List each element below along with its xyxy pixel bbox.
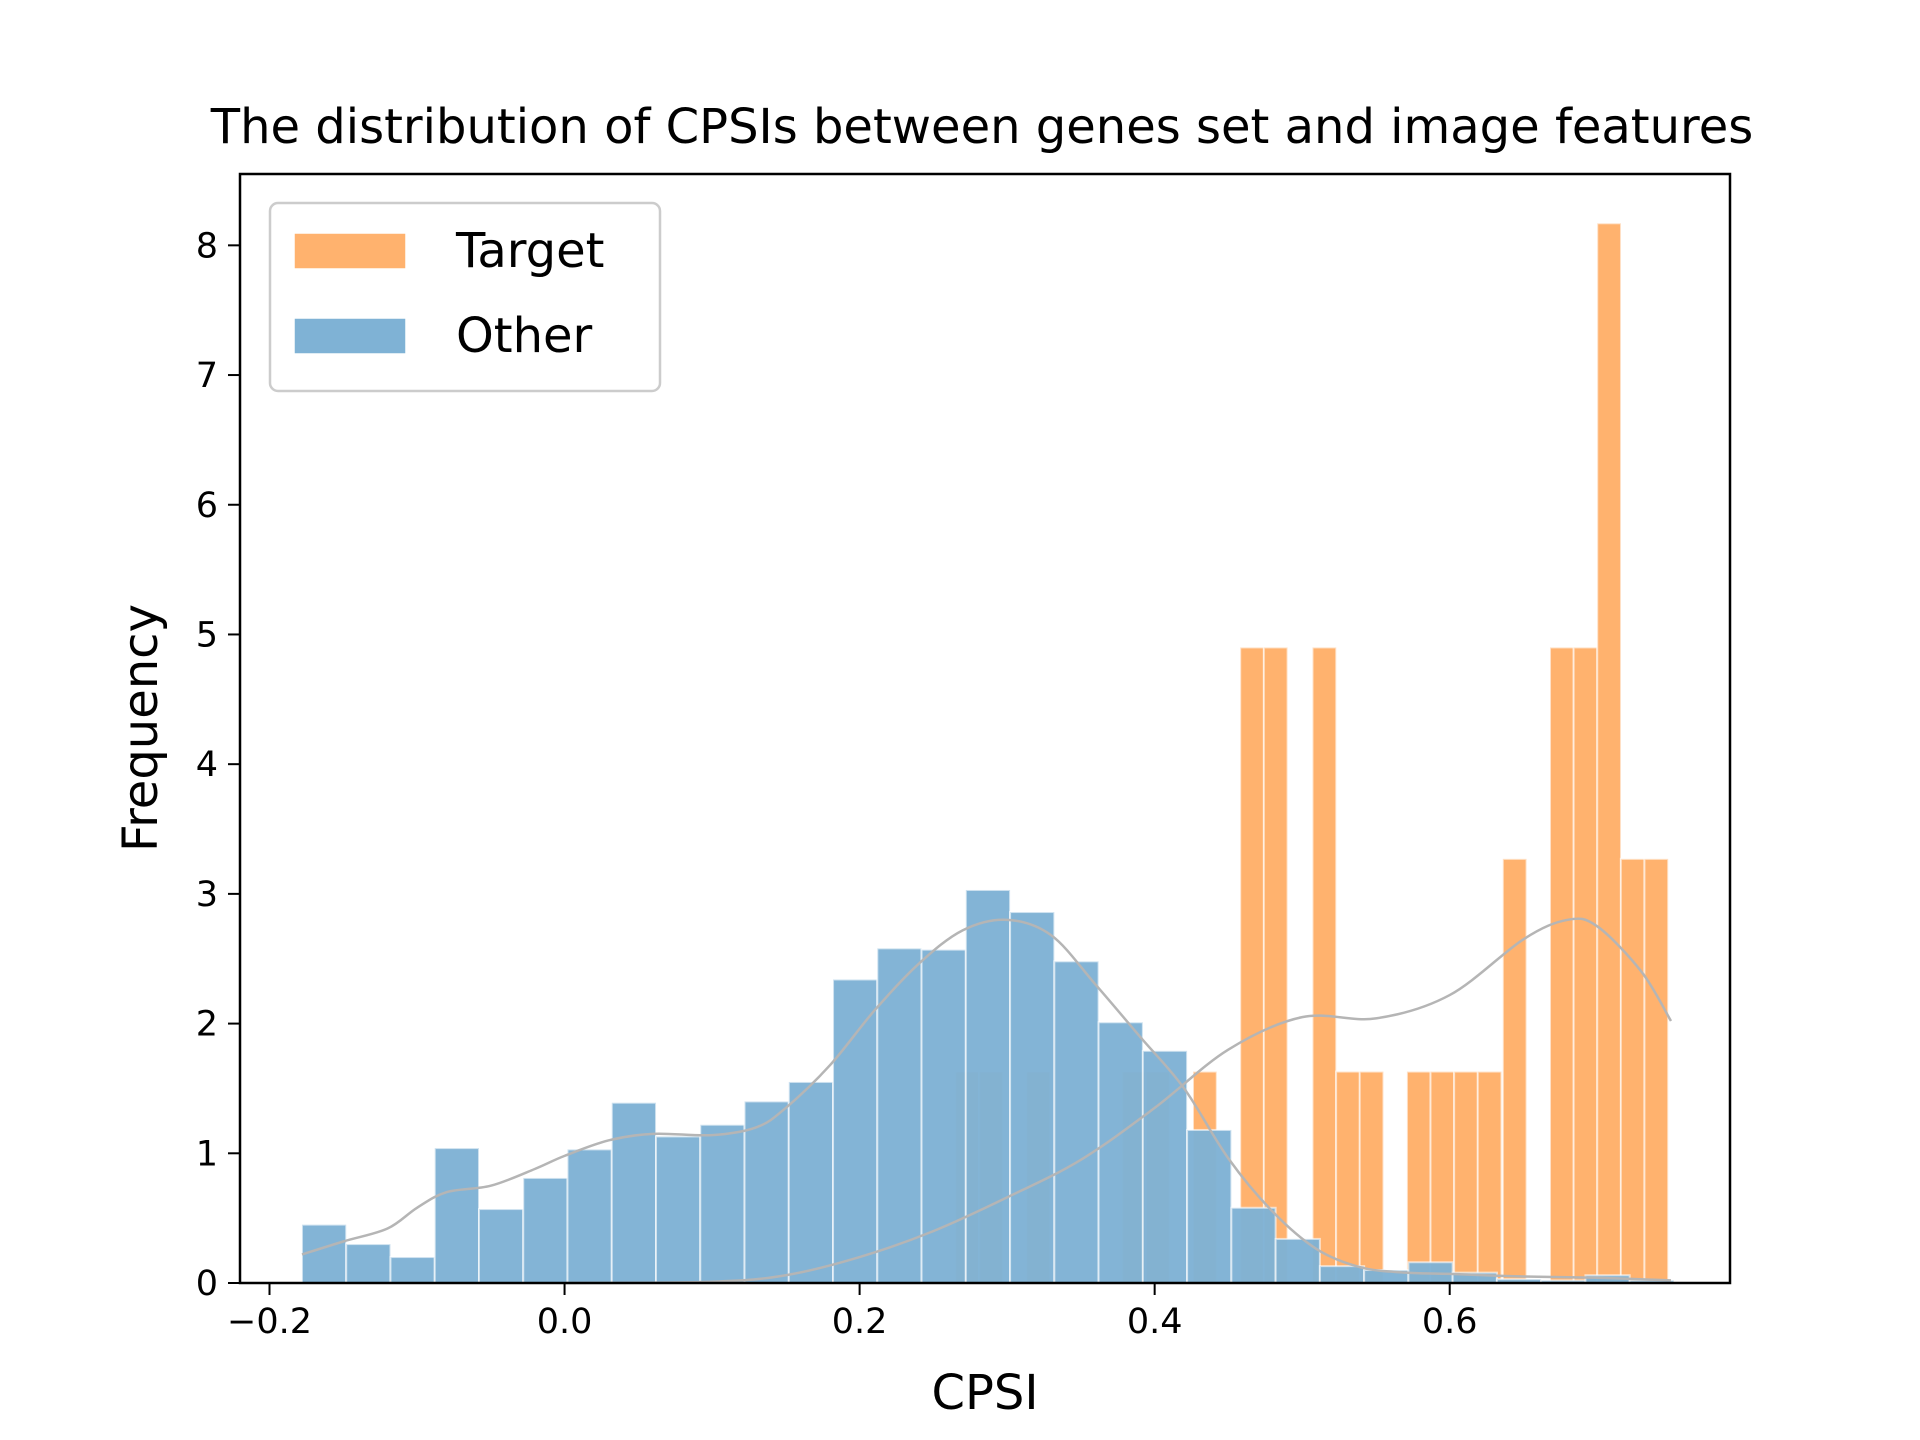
legend: Target Other (268, 201, 662, 393)
x-tick-label: 0.0 (537, 1302, 593, 1342)
target-kde-line (564, 917, 1673, 1285)
legend-swatch-target (293, 232, 407, 270)
target-bar (1311, 646, 1338, 1284)
x-tick-label: 0.6 (1422, 1302, 1478, 1342)
other-bar (1318, 1265, 1366, 1285)
other-bar (743, 1100, 790, 1284)
other-bar (1053, 960, 1100, 1284)
target-bar (1643, 857, 1670, 1284)
x-axis-ticks: −0.2 0.0 0.2 0.4 0.6 (227, 1283, 1478, 1342)
target-bar (1335, 1070, 1361, 1285)
other-bar (655, 1135, 702, 1285)
other-bar (389, 1256, 436, 1284)
y-tick-label: 1 (196, 1134, 218, 1174)
legend-label-target: Target (455, 223, 605, 279)
target-bar (1358, 1070, 1385, 1285)
y-tick-label: 8 (196, 226, 218, 266)
other-bar (964, 888, 1012, 1284)
other-bar (1097, 1021, 1144, 1284)
other-bar (699, 1123, 746, 1284)
target-bar (1453, 1070, 1479, 1285)
y-tick-label: 3 (196, 875, 218, 915)
other-bars (300, 888, 1675, 1285)
y-tick-label: 7 (196, 356, 218, 396)
y-tick-label: 5 (196, 615, 218, 655)
other-bar (300, 1223, 348, 1285)
other-bar (522, 1176, 569, 1285)
y-tick-label: 2 (196, 1005, 218, 1045)
kde-curves (301, 917, 1673, 1285)
other-bar (610, 1101, 658, 1284)
other-bar (1186, 1128, 1233, 1285)
other-bar (832, 978, 879, 1284)
legend-label-other: Other (456, 308, 593, 364)
other-bar (345, 1243, 392, 1285)
target-bar (1572, 646, 1599, 1284)
other-bar (433, 1147, 480, 1285)
target-bar (1476, 1070, 1503, 1285)
target-bar (1262, 646, 1289, 1284)
other-bar (787, 1080, 835, 1285)
target-bar (1429, 1070, 1456, 1285)
other-bar (477, 1208, 525, 1284)
x-tick-label: −0.2 (227, 1302, 312, 1342)
x-tick-label: 0.2 (832, 1302, 888, 1342)
target-bar (1619, 857, 1646, 1284)
target-bar (1549, 646, 1575, 1284)
y-tick-label: 4 (196, 745, 218, 785)
y-axis-ticks: 0 1 2 3 4 5 6 7 8 (196, 226, 240, 1304)
target-bar (1596, 222, 1622, 1284)
target-bar (1405, 1070, 1432, 1285)
chart-title: The distribution of CPSIs between genes … (210, 99, 1754, 155)
y-tick-label: 6 (196, 486, 218, 526)
target-bar (1501, 857, 1528, 1284)
other-bar (1009, 911, 1056, 1284)
other-bar (1230, 1206, 1277, 1284)
x-axis-label: CPSI (931, 1365, 1038, 1421)
other-kde-line (301, 918, 1672, 1282)
y-tick-label: 0 (196, 1264, 218, 1304)
y-axis-label: Frequency (113, 604, 169, 852)
x-tick-label: 0.4 (1127, 1302, 1183, 1342)
plot-frame (238, 172, 1732, 1285)
legend-swatch-other (293, 317, 407, 355)
other-bar (566, 1148, 613, 1284)
